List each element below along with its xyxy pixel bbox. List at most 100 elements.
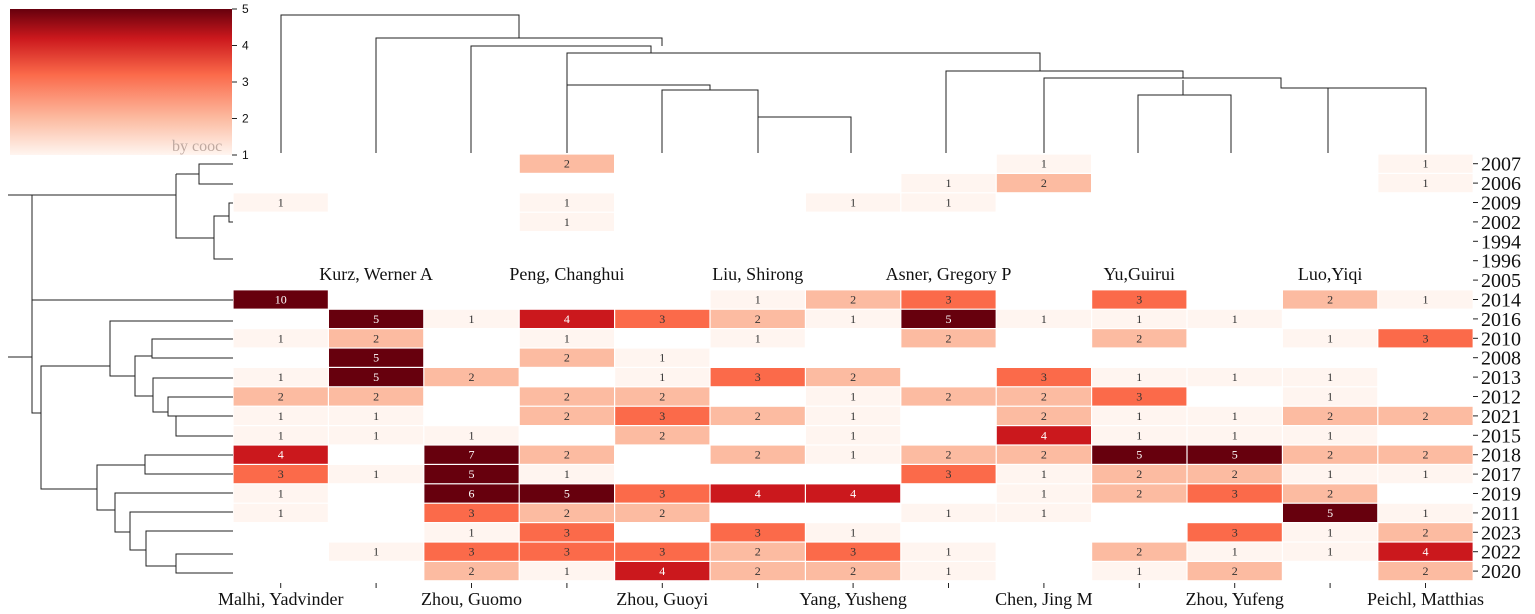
heatmap-cell — [901, 465, 996, 484]
heatmap-cell — [806, 368, 901, 387]
heatmap-cell — [329, 465, 424, 484]
heatmap-cell — [710, 329, 805, 348]
cell-value: 4 — [564, 312, 570, 326]
row-label: 2017 — [1481, 464, 1521, 486]
heatmap-cell — [519, 154, 614, 173]
cell-value: 3 — [564, 525, 570, 539]
cell-value: 1 — [1232, 428, 1238, 442]
cell-value: 2 — [1041, 176, 1047, 190]
cell-value: 1 — [1041, 487, 1047, 501]
cell-value: 7 — [469, 448, 475, 462]
heatmap-cell — [996, 387, 1091, 406]
heatmap-cell — [901, 193, 996, 212]
heatmap-cell — [806, 484, 901, 503]
heatmap-cell — [901, 290, 996, 309]
heatmap-cell — [1092, 290, 1187, 309]
cell-value: 2 — [564, 409, 570, 423]
cell-value: 1 — [850, 390, 856, 404]
cell-value: 1 — [1327, 545, 1333, 559]
cell-value: 3 — [1136, 390, 1142, 404]
heatmap-cell — [806, 426, 901, 445]
heatmap-cell — [519, 387, 614, 406]
heatmap-cells: 2 1 1 1 2 1 1 1 1 1 1 10 1 2 3 3 2 1 5 1 4 3 2 1 5 1 1 1 1 2 1 1 2 2 1 3 5 2 1… — [233, 154, 1473, 581]
colorbar-ticks: 1 2 3 4 5 — [232, 2, 249, 162]
heatmap-cell — [1092, 542, 1187, 561]
cell-value: 1 — [1423, 176, 1429, 190]
heatmap-cell — [710, 523, 805, 542]
cell-value: 1 — [373, 409, 379, 423]
cell-value: 2 — [1136, 487, 1142, 501]
row-label: 2006 — [1481, 173, 1521, 195]
column-label-bottom: Chen, Jing M — [995, 589, 1093, 609]
heatmap-cell — [1092, 445, 1187, 464]
cell-value: 3 — [946, 293, 952, 307]
cell-value: 1 — [469, 312, 475, 326]
cell-value: 4 — [1041, 428, 1047, 442]
cell-value: 1 — [1136, 428, 1142, 442]
heatmap-cell — [424, 542, 519, 561]
cell-value: 1 — [469, 525, 475, 539]
heatmap-cell — [1378, 503, 1473, 522]
row-label: 2023 — [1481, 522, 1521, 544]
heatmap-cell — [233, 484, 328, 503]
heatmap-cell — [996, 503, 1091, 522]
cell-value: 1 — [850, 312, 856, 326]
heatmap-cell — [996, 154, 1091, 173]
heatmap-cell — [329, 426, 424, 445]
heatmap-cell — [519, 523, 614, 542]
cell-value: 3 — [850, 545, 856, 559]
cell-value: 2 — [946, 390, 952, 404]
cell-value: 5 — [564, 487, 570, 501]
heatmap-cell — [424, 368, 519, 387]
row-label: 2019 — [1481, 484, 1521, 506]
cell-value: 2 — [1232, 467, 1238, 481]
row-label: 2005 — [1481, 270, 1521, 292]
cell-value: 2 — [755, 545, 761, 559]
heatmap-cell — [1187, 426, 1282, 445]
cell-value: 2 — [946, 448, 952, 462]
column-label-bottom: Zhou, Guomo — [421, 589, 522, 609]
cell-value: 2 — [850, 293, 856, 307]
cell-value: 1 — [1232, 312, 1238, 326]
cell-value: 1 — [850, 448, 856, 462]
cell-value: 1 — [1041, 506, 1047, 520]
heatmap-cell — [996, 174, 1091, 193]
row-label: 2002 — [1481, 212, 1521, 234]
row-label: 1996 — [1481, 251, 1521, 273]
heatmap-cell — [615, 387, 710, 406]
heatmap-cell — [996, 406, 1091, 425]
heatmap-cell — [996, 426, 1091, 445]
cell-value: 1 — [850, 409, 856, 423]
heatmap-cell — [710, 368, 805, 387]
cell-value: 1 — [755, 331, 761, 345]
cell-value: 1 — [564, 467, 570, 481]
heatmap-cell — [1378, 562, 1473, 581]
heatmap-cell — [233, 465, 328, 484]
column-label-bottom: Zhou, Yufeng — [1186, 589, 1284, 609]
cell-value: 1 — [564, 564, 570, 578]
heatmap-cell — [1283, 445, 1378, 464]
heatmap-cell — [901, 174, 996, 193]
cell-value: 1 — [946, 196, 952, 210]
heatmap-cell — [233, 290, 328, 309]
cell-value: 2 — [373, 331, 379, 345]
row-label: 2015 — [1481, 425, 1521, 447]
cell-value: 1 — [946, 545, 952, 559]
heatmap-cell — [710, 562, 805, 581]
heatmap-cell — [806, 445, 901, 464]
cell-value: 2 — [1423, 525, 1429, 539]
heatmap-cell — [806, 290, 901, 309]
cell-value: 2 — [755, 409, 761, 423]
heatmap-cell — [519, 406, 614, 425]
cell-value: 3 — [755, 525, 761, 539]
heatmap-cell — [901, 387, 996, 406]
cell-value: 1 — [946, 176, 952, 190]
heatmap-cell — [233, 368, 328, 387]
heatmap-cell — [424, 426, 519, 445]
heatmap-cell — [233, 406, 328, 425]
cell-value: 1 — [1327, 390, 1333, 404]
cell-value: 2 — [1232, 564, 1238, 578]
heatmap-cell — [901, 309, 996, 328]
heatmap-cell — [615, 562, 710, 581]
heatmap-cell — [329, 406, 424, 425]
